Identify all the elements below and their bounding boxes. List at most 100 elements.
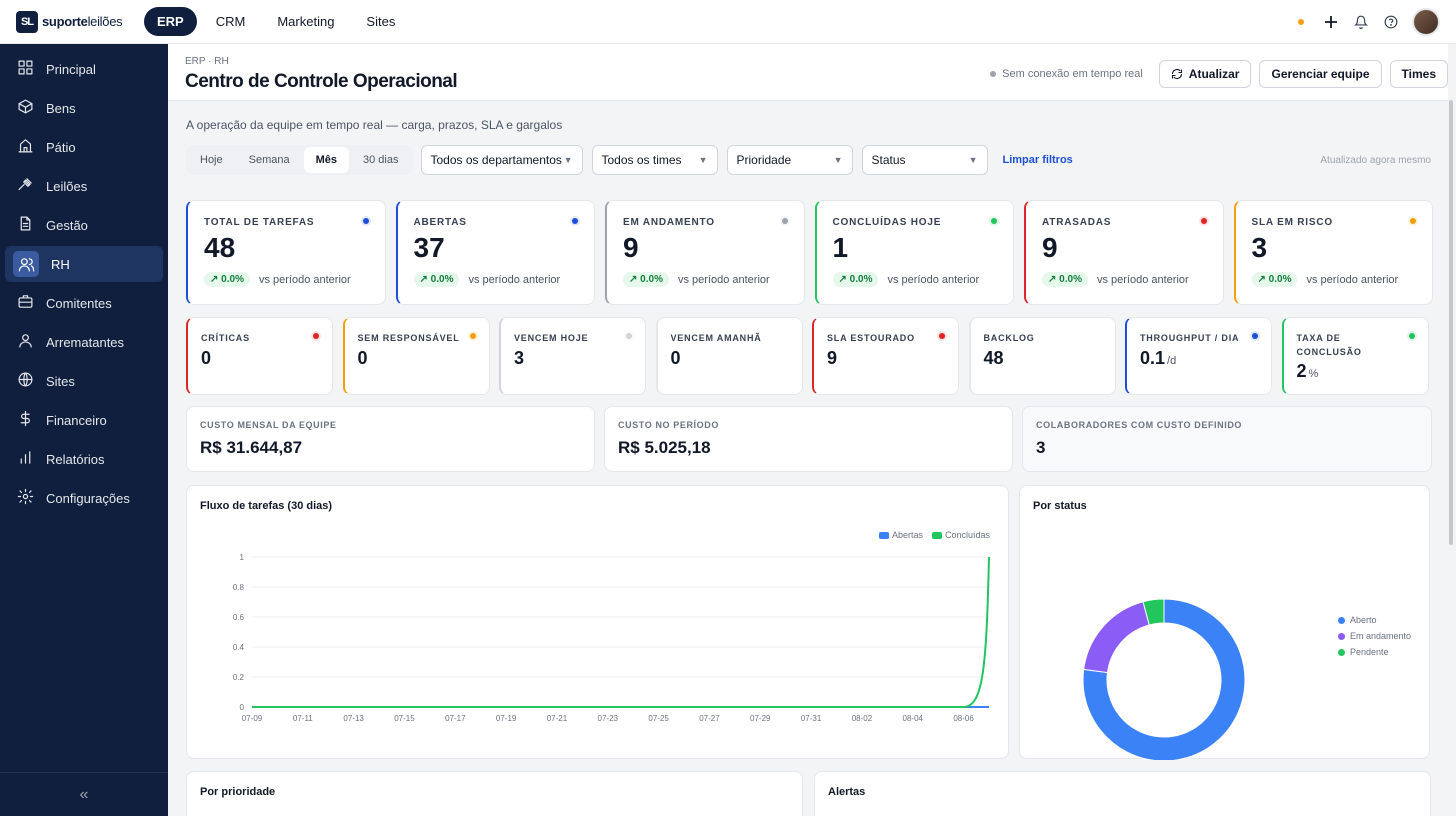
status-panel: Por status Aberto Em andamento Pendente [1019, 485, 1430, 760]
sidebar-item-comitentes[interactable]: Comitentes [5, 285, 163, 321]
refresh-icon [1171, 68, 1182, 80]
kpi-label: THROUGHPUT / DIA [1140, 333, 1240, 343]
main-content: ERP · RH Centro de Controle Operacional … [168, 44, 1448, 816]
kpi-label: ATRASADAS [1042, 217, 1112, 228]
department-select[interactable]: Todos os departamentos ▼ [420, 145, 583, 175]
period-2[interactable]: Mês [303, 147, 350, 173]
kpi-small-card[interactable]: BACKLOG 48 [968, 317, 1116, 395]
cost-label: COLABORADORES COM CUSTO DEFINIDO [1036, 420, 1243, 430]
x-tick-label: 07-15 [394, 714, 415, 723]
sidebar-item-financeiro[interactable]: Financeiro [5, 402, 163, 438]
period-0[interactable]: Hoje [200, 154, 223, 166]
kpi-card[interactable]: EM ANDAMENTO 9 ↗ 0.0% vs período anterior [605, 200, 805, 305]
sidebar-item-sites[interactable]: Sites [5, 363, 163, 399]
period-3[interactable]: 30 dias [363, 154, 399, 166]
kpi-status-dot [313, 333, 319, 339]
teams-button[interactable]: Times [1389, 60, 1448, 88]
sidebar-item-gestao[interactable]: Gestão [5, 207, 163, 243]
trend-badge: ↗ 0.0% [413, 272, 460, 287]
clear-filters-link[interactable]: Limpar filtros [1002, 154, 1073, 166]
kpi-small-card[interactable]: SEM RESPONSÁVEL 0 [342, 317, 490, 395]
chevron-down-icon: ▼ [968, 155, 978, 165]
refresh-button[interactable]: Atualizar [1158, 60, 1252, 88]
topnav-marketing[interactable]: Marketing [277, 14, 335, 29]
kpi-status-dot [1408, 333, 1415, 339]
topnav-crm[interactable]: CRM [215, 14, 246, 29]
team-select[interactable]: Todos os times ▼ [591, 145, 718, 175]
kpi-delta: ↗ 0.0% vs período anterior [1251, 272, 1398, 287]
sidebar-item-rh[interactable]: RH [5, 246, 163, 282]
kpi-label: SLA EM RISCO [1251, 217, 1333, 228]
kpi-small-card[interactable]: CRÍTICAS 0 [186, 317, 333, 395]
y-tick-label: 0.2 [233, 673, 245, 682]
kpi-small-card[interactable]: SLA ESTOURADO 9 [812, 317, 959, 395]
sidebar-item-bens[interactable]: Bens [5, 90, 163, 126]
kpi-value: 0 [670, 348, 681, 368]
page-title: Centro de Controle Operacional [185, 71, 458, 92]
kpi-small-card[interactable]: THROUGHPUT / DIA 0.1/d [1125, 317, 1272, 395]
sidebar-item-relatorios[interactable]: Relatórios [5, 441, 163, 477]
scrollbar-thumb[interactable] [1449, 100, 1453, 545]
x-tick-label: 07-17 [445, 714, 466, 723]
kpi-card[interactable]: TOTAL DE TAREFAS 48 ↗ 0.0% vs período anter… [186, 200, 386, 305]
kpi-card[interactable]: CONCLUÍDAS HOJE 1 ↗ 0.0% vs período anterio… [814, 200, 1014, 305]
period-1[interactable]: Semana [248, 154, 290, 166]
alerts-panel: Alertas [814, 771, 1431, 816]
top-nav: ERP CRM Marketing Sites [144, 7, 408, 36]
topnav-sites[interactable]: Sites [366, 14, 396, 29]
kpi-status-dot [1200, 218, 1207, 224]
sidebar-item-patio[interactable]: Pátio [5, 129, 163, 165]
bar-chart-icon [17, 449, 34, 469]
manage-team-button[interactable]: Gerenciar equipe [1259, 60, 1382, 88]
legend-item[interactable]: Aberto [1338, 615, 1411, 625]
kpi-status-dot [939, 333, 945, 339]
kpi-card[interactable]: ABERTAS 37 ↗ 0.0% vs período anterior [395, 200, 595, 305]
x-tick-label: 07-29 [750, 714, 771, 723]
kpi-card[interactable]: ATRASADAS 9 ↗ 0.0% vs período anterior [1024, 200, 1224, 305]
brand-logo[interactable]: SL suporteleilões [16, 10, 144, 33]
x-tick-label: 07-09 [242, 714, 263, 723]
kpi-label: SLA ESTOURADO [827, 333, 915, 343]
grid-icon [17, 59, 34, 79]
add-icon[interactable] [1322, 13, 1340, 31]
sidebar-item-configuracoes[interactable]: Configurações [5, 480, 163, 516]
legend-item[interactable]: Abertas [878, 530, 923, 540]
help-icon[interactable] [1382, 13, 1400, 31]
top-bar: SL suporteleilões ERP CRM Marketing Sites [0, 0, 1456, 44]
topnav-erp[interactable]: ERP [144, 7, 197, 36]
sidebar-nav: Principal Bens Pátio Leilões Gestão RH Comiten… [0, 44, 168, 516]
donut-slice-aberto[interactable] [1082, 598, 1246, 760]
collapse-sidebar-button[interactable]: « [0, 772, 168, 816]
kpi-small-card[interactable]: VENCEM AMANHÃ 0 [655, 317, 803, 395]
box-icon [17, 98, 34, 118]
kpi-status-dot [1410, 218, 1416, 224]
kpi-value: 9 [623, 232, 639, 263]
status-select[interactable]: Status ▼ [861, 145, 988, 175]
series-line-concluidas[interactable] [252, 556, 990, 708]
kpi-status-dot [469, 333, 476, 339]
sidebar-item-arrematantes[interactable]: Arrematantes [5, 324, 163, 360]
priority-select[interactable]: Prioridade ▼ [726, 145, 853, 175]
legend-item[interactable]: Em andamento [1338, 631, 1411, 641]
user-avatar[interactable] [1412, 7, 1440, 36]
x-tick-label: 07-19 [496, 714, 517, 723]
trend-badge: ↗ 0.0% [204, 272, 250, 287]
cost-value: R$ 31.644,87 [200, 438, 303, 457]
kpi-status-dot [781, 218, 788, 224]
donut-slice-pendente[interactable] [1142, 598, 1165, 626]
legend-item[interactable]: Concluídas [931, 530, 990, 540]
kpi-card[interactable]: SLA EM RISCO 3 ↗ 0.0% vs período anterior [1233, 200, 1433, 305]
legend-item[interactable]: Pendente [1338, 647, 1411, 657]
chevrons-left-icon: « [79, 785, 89, 803]
bell-icon[interactable] [1352, 13, 1370, 31]
sidebar-item-leiloes[interactable]: Leilões [5, 168, 163, 204]
sidebar-item-label: Bens [46, 100, 76, 116]
kpi-small-card[interactable]: VENCEM HOJE 3 [499, 317, 646, 395]
kpi-small-card[interactable]: TAXA DE CONCLUSÃO 2% [1281, 317, 1429, 395]
sidebar-item-principal[interactable]: Principal [5, 51, 163, 87]
filter-bar: Hoje Semana Mês 30 dias Todos os departamen… [186, 144, 1431, 176]
donut-slice-em-andamento[interactable] [1083, 601, 1150, 674]
y-tick-label: 0.8 [233, 583, 245, 592]
document-icon [17, 215, 34, 235]
kpi-value: 3 [1251, 232, 1268, 263]
